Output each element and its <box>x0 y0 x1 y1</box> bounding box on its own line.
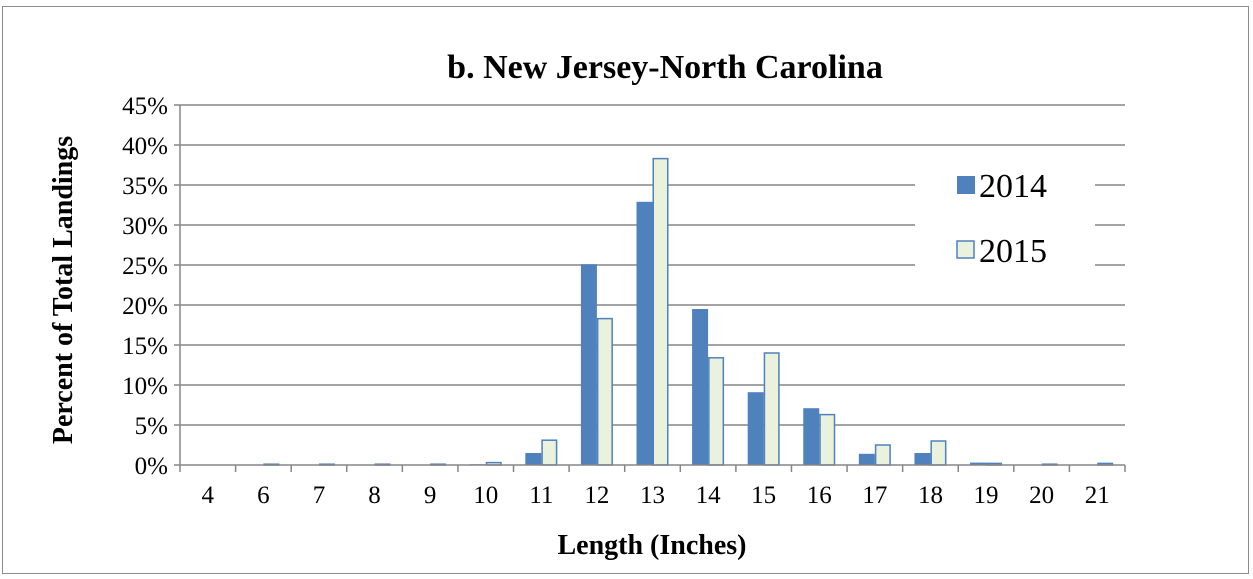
bars <box>263 157 1114 466</box>
bar-2014 <box>636 201 653 466</box>
bar-2015 <box>708 357 725 466</box>
y-tick-label: 35% <box>122 173 168 200</box>
chart-title: b. New Jersey-North Carolina <box>447 49 883 86</box>
x-tick-label: 4 <box>202 482 215 509</box>
y-tick-label: 15% <box>122 333 168 360</box>
x-tick-label: 10 <box>473 482 498 509</box>
bar-2015 <box>596 317 613 466</box>
bar-2015 <box>930 440 947 466</box>
bar-2014 <box>858 453 875 465</box>
chart-frame <box>2 6 1249 574</box>
y-tick-labels: 0% 5% 10% 15% 20% 25% 30% 35% 40% 45% <box>122 93 168 480</box>
x-tick-label: 11 <box>529 482 553 509</box>
x-tick-label: 18 <box>918 482 943 509</box>
bar-2015 <box>541 439 558 466</box>
x-tick-label: 7 <box>313 482 326 509</box>
legend-background <box>915 160 1095 270</box>
bar-2014 <box>803 408 820 465</box>
y-tick-label: 30% <box>122 213 168 240</box>
legend-label-2014: 2014 <box>979 168 1047 205</box>
y-tick-label: 40% <box>122 133 168 160</box>
x-tick-label: 9 <box>424 482 437 509</box>
x-tick-label: 21 <box>1085 482 1110 509</box>
bar-2014 <box>580 264 597 465</box>
bar-2014 <box>692 309 709 465</box>
legend: 2014 2015 <box>915 160 1095 270</box>
y-tick-label: 25% <box>122 253 168 280</box>
x-tick-labels: 4 6 7 8 9 10 11 12 13 14 15 16 17 18 19 20 21 <box>202 482 1110 509</box>
bar-2014 <box>914 453 931 465</box>
y-axis-label: Percent of Total Landings <box>48 136 79 444</box>
x-tick-label: 13 <box>640 482 665 509</box>
bar-2014 <box>747 392 764 465</box>
bar-2015 <box>652 157 669 466</box>
legend-swatch-2015 <box>956 240 975 259</box>
x-tick-label: 17 <box>862 482 887 509</box>
legend-label-2015: 2015 <box>979 233 1047 270</box>
x-tick-label: 19 <box>974 482 999 509</box>
y-tick-label: 20% <box>122 293 168 320</box>
x-tick-label: 8 <box>368 482 381 509</box>
bar-2015 <box>819 413 836 466</box>
y-tick-label: 0% <box>135 453 168 480</box>
x-tick-label: 15 <box>751 482 776 509</box>
y-tick-label: 10% <box>122 373 168 400</box>
bar-2014 <box>970 462 987 465</box>
bar-2015 <box>874 444 891 466</box>
legend-swatch-2014 <box>957 176 975 194</box>
x-tick-label: 20 <box>1029 482 1054 509</box>
x-tick-label: 16 <box>807 482 832 509</box>
bar-2015 <box>763 352 780 466</box>
axes <box>179 105 1126 472</box>
x-axis-label: Length (Inches) <box>557 530 746 561</box>
bar-2014 <box>525 453 542 465</box>
x-tick-label: 6 <box>257 482 270 509</box>
x-tick-label: 14 <box>696 482 722 509</box>
x-tick-label: 12 <box>584 482 609 509</box>
y-tick-label: 5% <box>135 413 168 440</box>
y-tick-label: 45% <box>122 93 168 120</box>
